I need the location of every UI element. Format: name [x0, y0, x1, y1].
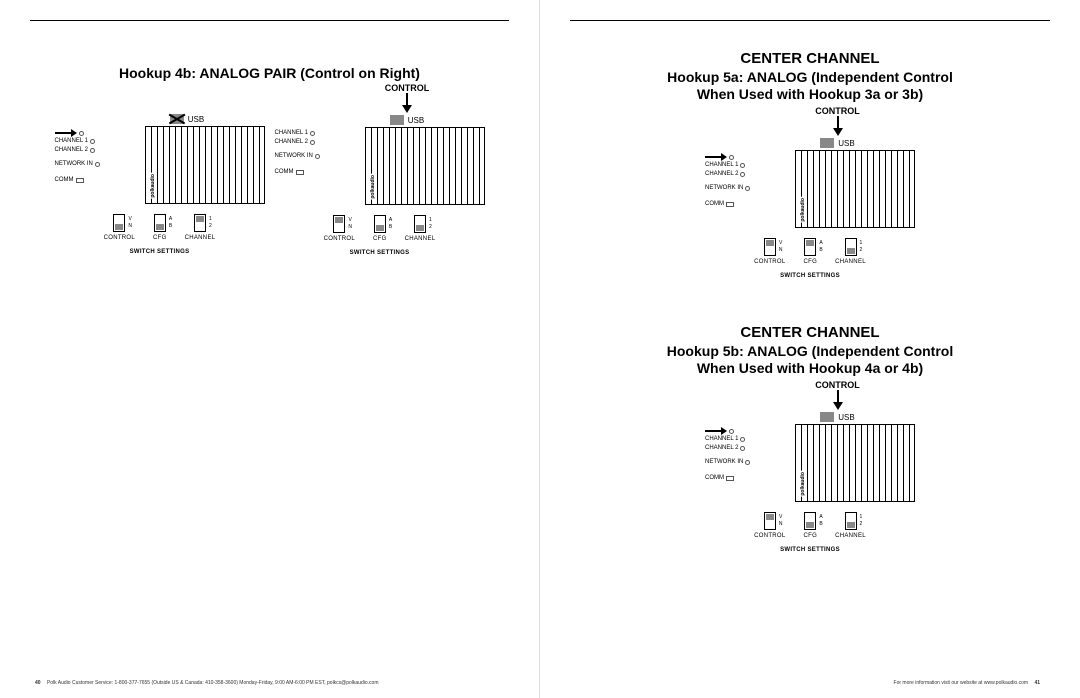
- port-ch1: CHANNEL 1: [55, 138, 88, 144]
- amp-unit-right: CONTROL USB CHANNEL 1 CHANNEL 2 NETWORK …: [275, 83, 485, 256]
- amp-unit-5a: CONTROL USB CHANNEL 1 CHANNEL 2 NETWORK …: [705, 106, 915, 279]
- top-rule: [30, 20, 509, 21]
- switch-settings-label: SWITCH SETTINGS: [705, 273, 915, 279]
- usb-label: USB: [188, 115, 204, 124]
- usb-label: USB: [408, 116, 424, 125]
- usb-port-icon: [390, 115, 404, 125]
- port-comm: COMM: [705, 201, 724, 207]
- switch-row: VNCONTROL ABCFG 12CHANNEL: [705, 512, 915, 539]
- port-net: NETWORK IN: [705, 185, 743, 191]
- port-net: NETWORK IN: [55, 161, 93, 167]
- port-ch1: CHANNEL 1: [705, 436, 738, 442]
- cc-heading: CENTER CHANNEL: [570, 50, 1050, 67]
- brand-text: polkaudio: [799, 197, 807, 223]
- port-comm: COMM: [55, 177, 74, 183]
- control-label: CONTROL: [705, 106, 915, 116]
- control-label: CONTROL: [275, 83, 485, 93]
- left-page: Hookup 4b: ANALOG PAIR (Control on Right…: [0, 0, 540, 698]
- cc-heading-b: CENTER CHANNEL: [570, 324, 1050, 341]
- footer-text: Polk Audio Customer Service: 1-800-377-7…: [47, 680, 379, 686]
- port-net: NETWORK IN: [705, 459, 743, 465]
- control-arrow-icon: [275, 93, 485, 115]
- right-page: CENTER CHANNEL Hookup 5a: ANALOG (Indepe…: [540, 0, 1080, 698]
- port-comm: COMM: [705, 475, 724, 481]
- hookup5b-diagram: CONTROL USB CHANNEL 1 CHANNEL 2 NETWORK …: [570, 380, 1050, 553]
- amp-box: polkaudio: [365, 127, 485, 205]
- hookup5b-sub2: When Used with Hookup 4a or 4b): [570, 360, 1050, 376]
- brand-text: polkaudio: [799, 471, 807, 497]
- port-ch2: CHANNEL 2: [705, 171, 738, 177]
- switch-row: VNCONTROL ABCFG 12CHANNEL: [705, 238, 915, 265]
- port-ch2: CHANNEL 2: [705, 445, 738, 451]
- amp-box: polkaudio: [145, 126, 265, 204]
- top-rule: [570, 20, 1050, 21]
- hookup5b-sub1: Hookup 5b: ANALOG (Independent Control: [570, 343, 1050, 359]
- hookup4b-title: Hookup 4b: ANALOG PAIR (Control on Right…: [30, 65, 509, 81]
- brand-text: polkaudio: [149, 173, 157, 199]
- hookup4b-diagram: USB CHANNEL 1 CHANNEL 2 NETWORK IN COMM …: [30, 83, 509, 256]
- control-arrow-icon: [705, 390, 915, 412]
- port-ch2: CHANNEL 2: [55, 147, 88, 153]
- page-number: 40: [35, 680, 41, 686]
- amp-unit-5b: CONTROL USB CHANNEL 1 CHANNEL 2 NETWORK …: [705, 380, 915, 553]
- usb-port-icon: [820, 138, 834, 148]
- usb-label: USB: [838, 413, 854, 422]
- usb-port-icon: [820, 412, 834, 422]
- hookup5a-sub1: Hookup 5a: ANALOG (Independent Control: [570, 69, 1050, 85]
- usb-port-icon: [170, 114, 184, 124]
- switch-row: VNCONTROL ABCFG 12CHANNEL: [55, 214, 265, 241]
- control-arrow-icon: [705, 116, 915, 138]
- amp-box: polkaudio: [795, 424, 915, 502]
- amp-box: polkaudio: [795, 150, 915, 228]
- footer-left: 40 Polk Audio Customer Service: 1-800-37…: [35, 680, 379, 686]
- switch-settings-label: SWITCH SETTINGS: [55, 249, 265, 255]
- page-container: Hookup 4b: ANALOG PAIR (Control on Right…: [0, 0, 1080, 698]
- hookup5a-sub2: When Used with Hookup 3a or 3b): [570, 86, 1050, 102]
- brand-text: polkaudio: [369, 174, 377, 200]
- port-comm: COMM: [275, 169, 294, 175]
- amp-unit-left: USB CHANNEL 1 CHANNEL 2 NETWORK IN COMM …: [55, 83, 265, 256]
- port-ch1: CHANNEL 1: [705, 162, 738, 168]
- port-ch1: CHANNEL 1: [275, 130, 308, 136]
- switch-row: VNCONTROL ABCFG 12CHANNEL: [275, 215, 485, 242]
- switch-settings-label: SWITCH SETTINGS: [705, 547, 915, 553]
- page-number: 41: [1034, 680, 1040, 686]
- port-net: NETWORK IN: [275, 153, 313, 159]
- switch-settings-label: SWITCH SETTINGS: [275, 250, 485, 256]
- hookup5a-diagram: CONTROL USB CHANNEL 1 CHANNEL 2 NETWORK …: [570, 106, 1050, 279]
- port-ch2: CHANNEL 2: [275, 139, 308, 145]
- footer-right: For more information visit our website a…: [894, 680, 1045, 686]
- footer-text: For more information visit our website a…: [894, 680, 1029, 686]
- usb-label: USB: [838, 139, 854, 148]
- control-label: CONTROL: [705, 380, 915, 390]
